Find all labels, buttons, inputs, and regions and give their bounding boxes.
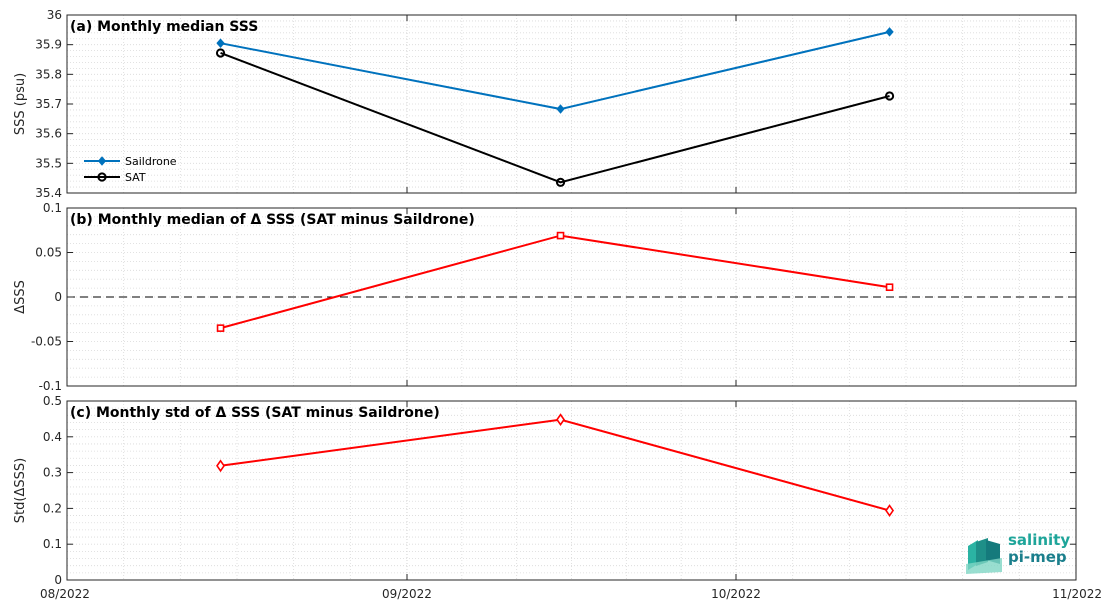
x-tick-label: 10/2022	[711, 587, 761, 601]
data-point	[884, 91, 895, 101]
panel-a: 35.4 35.5 35.6 35.7 35.8 35.9 36 SSS (psu) (a) M…	[13, 8, 1077, 200]
y-tick-label: 35.6	[35, 127, 62, 141]
y-tick-label: -0.1	[39, 379, 62, 393]
y-axis-label: Std(ΔSSS)	[13, 458, 28, 523]
grid	[66, 207, 1077, 387]
y-tick-label: 0.1	[43, 201, 62, 215]
wave-logo-icon	[966, 538, 1002, 574]
data-point	[97, 172, 107, 182]
series-line	[216, 413, 895, 517]
data-point	[216, 38, 225, 48]
y-tick-label: 35.9	[35, 38, 62, 52]
axes-box	[66, 400, 1077, 581]
legend-entry: SAT	[125, 171, 146, 184]
y-tick-label: 35.8	[35, 67, 62, 81]
y-tick-label: 0.1	[43, 537, 62, 551]
panel-title: (b) Monthly median of Δ SSS (SAT minus S…	[70, 212, 475, 228]
series-line	[216, 231, 894, 332]
y-tick-label: 35.4	[35, 186, 62, 200]
y-tick-label: 0.3	[43, 466, 62, 480]
y-tick-label: 35.5	[35, 156, 62, 170]
y-tick-label: 35.7	[35, 97, 62, 111]
series-line	[220, 52, 890, 184]
data-point	[97, 156, 107, 166]
y-axis-label: SSS (psu)	[13, 73, 28, 135]
y-tick-label: 0	[54, 290, 62, 304]
series-sat	[215, 48, 895, 187]
y-tick-label: 0.05	[35, 246, 62, 260]
x-tick-label: 09/2022	[382, 587, 432, 601]
data-point	[885, 283, 894, 292]
data-point	[216, 324, 225, 332]
panel-b: -0.1 -0.05 0 0.05 0.1 ΔSSS (b) Monthly median …	[13, 201, 1077, 393]
data-point	[885, 504, 895, 517]
data-point	[556, 104, 565, 114]
data-point	[215, 48, 226, 58]
x-tick-label: 11/2022	[1052, 587, 1102, 601]
grid	[66, 400, 1077, 581]
data-point	[555, 177, 566, 187]
data-point	[556, 231, 565, 240]
x-axis: 08/2022 09/2022 10/2022 11/2022	[40, 587, 1102, 601]
data-point	[216, 459, 226, 473]
series-saildrone	[216, 27, 894, 114]
grid	[66, 14, 1077, 194]
series-line	[220, 418, 890, 512]
series-line	[220, 234, 890, 330]
y-tick-label: 0.5	[43, 394, 62, 408]
series-line	[220, 30, 890, 111]
legend: Saildrone SAT	[84, 155, 177, 184]
y-tick-label: -0.05	[31, 335, 62, 349]
salinity-pi-mep-logo: salinity pi-mep	[966, 532, 1076, 576]
panel-title: (a) Monthly median SSS	[70, 19, 258, 35]
x-tick-label: 08/2022	[40, 587, 90, 601]
y-tick-label: 0.4	[43, 430, 62, 444]
data-point	[885, 27, 894, 37]
y-tick-label: 36	[47, 8, 62, 22]
data-point	[556, 413, 566, 427]
y-tick-label: 0.2	[43, 501, 62, 515]
y-tick-label: 0	[54, 573, 62, 587]
panel-title: (c) Monthly std of Δ SSS (SAT minus Sail…	[70, 405, 440, 421]
logo-text-pi-mep: pi-mep	[1008, 548, 1067, 566]
legend-entry: Saildrone	[125, 155, 177, 168]
panel-c: 0 0.1 0.2 0.3 0.4 0.5 Std(ΔSSS) (c) Monthly std…	[13, 394, 1077, 587]
logo-text-salinity: salinity	[1008, 531, 1071, 549]
y-axis-label: ΔSSS	[13, 280, 28, 314]
